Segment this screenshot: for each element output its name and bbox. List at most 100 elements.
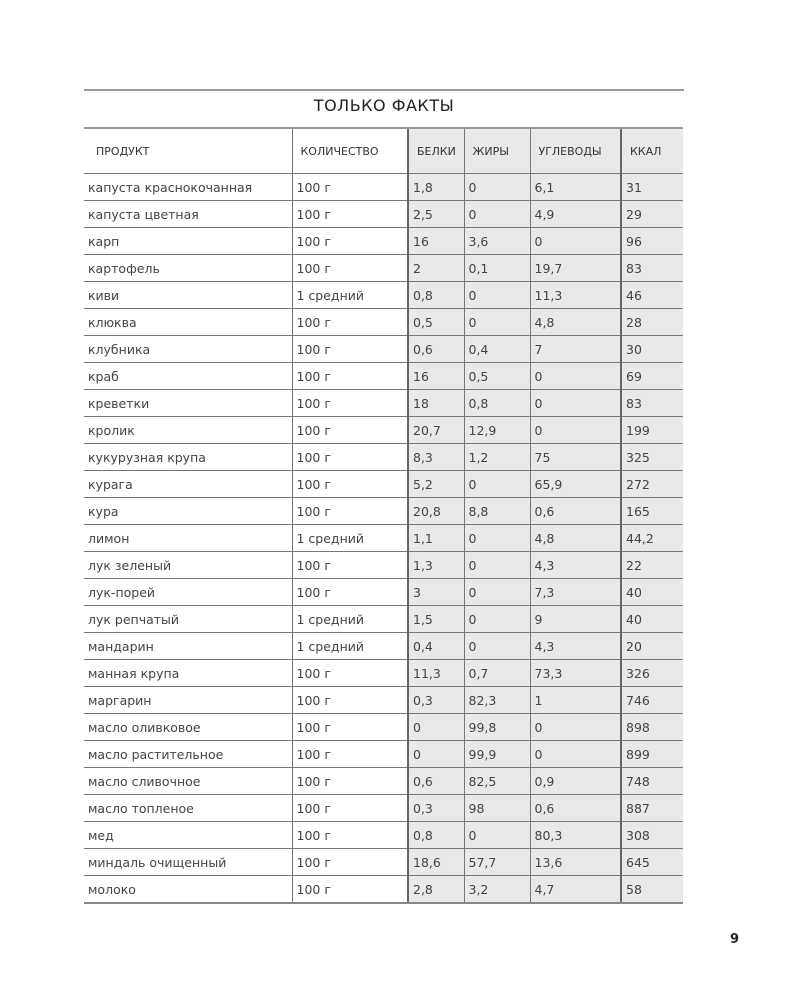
cell-carbs: 0,6 [529,794,622,822]
table-row: лук репчатый 1 средний 1,5 0 9 40 [84,605,683,633]
table-row: мандарин 1 средний 0,4 0 4,3 20 [84,632,683,660]
page-number: 9 [730,932,740,947]
cell-kcal: 199 [620,416,683,444]
cell-protein: 0,6 [407,335,465,363]
cell-kcal: 58 [620,875,683,904]
cell-protein: 18,6 [407,848,465,876]
cell-kcal: 899 [620,740,683,768]
cell-protein: 5,2 [407,470,465,498]
cell-protein: 2,5 [407,200,465,228]
cell-fat: 0 [463,578,531,606]
cell-fat: 8,8 [463,497,531,525]
cell-carbs: 0 [529,362,622,390]
table-row: картофель 100 г 2 0,1 19,7 83 [84,254,683,282]
cell-product: мед [84,821,293,849]
cell-carbs: 80,3 [529,821,622,849]
cell-kcal: 308 [620,821,683,849]
column-header-protein: БЕЛКИ [407,127,465,174]
cell-carbs: 0,9 [529,767,622,795]
cell-protein: 0,6 [407,767,465,795]
cell-product: кролик [84,416,293,444]
cell-protein: 2,8 [407,875,465,904]
cell-fat: 0,5 [463,362,531,390]
cell-product: манная крупа [84,659,293,687]
cell-fat: 3,6 [463,227,531,255]
cell-carbs: 1 [529,686,622,714]
cell-protein: 0,3 [407,794,465,822]
cell-kcal: 272 [620,470,683,498]
cell-quantity: 1 средний [291,605,409,633]
cell-fat: 82,3 [463,686,531,714]
table-row: мед 100 г 0,8 0 80,3 308 [84,821,683,849]
cell-protein: 3 [407,578,465,606]
table-row: манная крупа 100 г 11,3 0,7 73,3 326 [84,659,683,687]
cell-fat: 99,9 [463,740,531,768]
cell-protein: 18 [407,389,465,417]
table-row: лимон 1 средний 1,1 0 4,8 44,2 [84,524,683,552]
nutrition-table: ПРОДУКТ КОЛИЧЕСТВО БЕЛКИ ЖИРЫ УГЛЕВОДЫ ККАЛ к… [84,127,683,904]
cell-carbs: 4,3 [529,632,622,660]
cell-quantity: 100 г [291,767,409,795]
cell-kcal: 31 [620,173,683,201]
table-row: капуста краснокочанная 100 г 1,8 0 6,1 31 [84,173,683,201]
table-row: кролик 100 г 20,7 12,9 0 199 [84,416,683,444]
table-row: масло топленое 100 г 0,3 98 0,6 887 [84,794,683,822]
table-row: миндаль очищенный 100 г 18,6 57,7 13,6 645 [84,848,683,876]
cell-kcal: 83 [620,389,683,417]
table-row: капуста цветная 100 г 2,5 0 4,9 29 [84,200,683,228]
cell-fat: 0 [463,308,531,336]
table-row: лук-порей 100 г 3 0 7,3 40 [84,578,683,606]
cell-quantity: 100 г [291,173,409,201]
cell-product: молоко [84,875,293,904]
cell-product: лимон [84,524,293,552]
column-header-product: ПРОДУКТ [84,127,293,174]
cell-kcal: 746 [620,686,683,714]
cell-protein: 16 [407,362,465,390]
cell-carbs: 0 [529,227,622,255]
cell-kcal: 40 [620,578,683,606]
cell-fat: 0 [463,632,531,660]
table-row: курага 100 г 5,2 0 65,9 272 [84,470,683,498]
table-row: молоко 100 г 2,8 3,2 4,7 58 [84,875,683,904]
cell-quantity: 100 г [291,335,409,363]
cell-carbs: 7,3 [529,578,622,606]
cell-kcal: 325 [620,443,683,471]
table-row: масло оливковое 100 г 0 99,8 0 898 [84,713,683,741]
cell-quantity: 100 г [291,416,409,444]
cell-carbs: 4,8 [529,524,622,552]
table-row: маргарин 100 г 0,3 82,3 1 746 [84,686,683,714]
cell-quantity: 100 г [291,713,409,741]
cell-carbs: 0,6 [529,497,622,525]
table-row: краб 100 г 16 0,5 0 69 [84,362,683,390]
cell-quantity: 100 г [291,875,409,904]
cell-carbs: 11,3 [529,281,622,309]
cell-protein: 1,1 [407,524,465,552]
cell-kcal: 898 [620,713,683,741]
cell-quantity: 100 г [291,578,409,606]
cell-quantity: 100 г [291,551,409,579]
cell-kcal: 30 [620,335,683,363]
cell-product: лук репчатый [84,605,293,633]
cell-product: капуста цветная [84,200,293,228]
cell-product: кукурузная крупа [84,443,293,471]
table-row: кукурузная крупа 100 г 8,3 1,2 75 325 [84,443,683,471]
cell-quantity: 1 средний [291,281,409,309]
cell-product: мандарин [84,632,293,660]
cell-product: краб [84,362,293,390]
cell-protein: 0 [407,740,465,768]
cell-quantity: 100 г [291,443,409,471]
table-row: кура 100 г 20,8 8,8 0,6 165 [84,497,683,525]
page-title: ТОЛЬКО ФАКТЫ [313,96,455,115]
cell-kcal: 83 [620,254,683,282]
cell-fat: 0 [463,200,531,228]
cell-quantity: 100 г [291,227,409,255]
cell-quantity: 100 г [291,659,409,687]
cell-carbs: 73,3 [529,659,622,687]
cell-carbs: 7 [529,335,622,363]
cell-fat: 98 [463,794,531,822]
cell-kcal: 44,2 [620,524,683,552]
cell-quantity: 100 г [291,686,409,714]
cell-fat: 3,2 [463,875,531,904]
cell-product: картофель [84,254,293,282]
cell-protein: 0,8 [407,821,465,849]
